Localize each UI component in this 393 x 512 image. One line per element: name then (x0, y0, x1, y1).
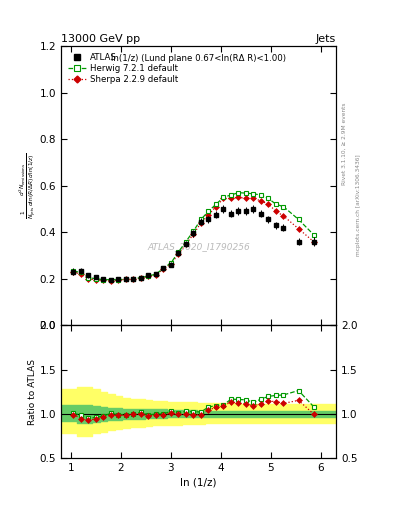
Text: Rivet 3.1.10, ≥ 2.9M events: Rivet 3.1.10, ≥ 2.9M events (342, 102, 347, 185)
Text: ATLAS_2020_I1790256: ATLAS_2020_I1790256 (147, 243, 250, 251)
Text: mcplots.cern.ch [arXiv:1306.3436]: mcplots.cern.ch [arXiv:1306.3436] (356, 154, 361, 255)
Y-axis label: $\frac{1}{N_\mathrm{jets}}\frac{d^2 N_\mathrm{emissions}}{d\ln(R/\Delta R)\,d\ln: $\frac{1}{N_\mathrm{jets}}\frac{d^2 N_\m… (18, 153, 38, 219)
Text: Jets: Jets (316, 33, 336, 44)
X-axis label: ln (1/z): ln (1/z) (180, 477, 217, 487)
Text: 13000 GeV pp: 13000 GeV pp (61, 33, 140, 44)
Y-axis label: Ratio to ATLAS: Ratio to ATLAS (28, 359, 37, 425)
Text: ln(1/z) (Lund plane 0.67<ln(RΔ R)<1.00): ln(1/z) (Lund plane 0.67<ln(RΔ R)<1.00) (111, 54, 286, 63)
Legend: ATLAS, Herwig 7.2.1 default, Sherpa 2.2.9 default: ATLAS, Herwig 7.2.1 default, Sherpa 2.2.… (65, 50, 181, 87)
